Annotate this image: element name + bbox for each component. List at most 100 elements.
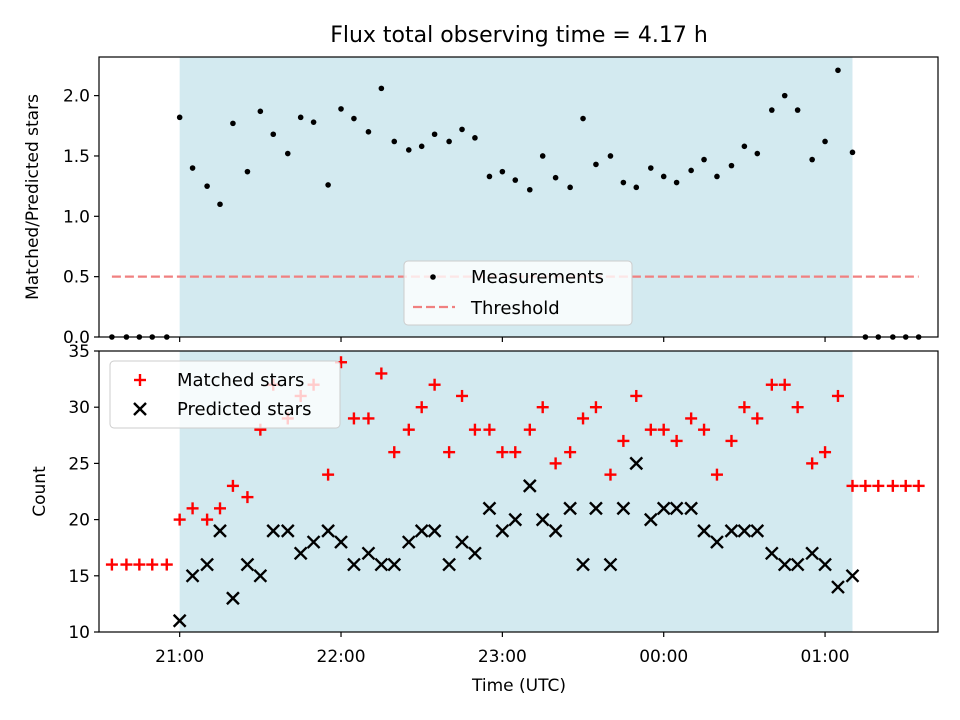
- matched-star-point: [468, 423, 481, 436]
- measurement-point: [781, 92, 788, 99]
- bottom-axes-frame: [98, 350, 939, 633]
- bottom-legend-box: [109, 360, 341, 429]
- matched-star-point: [523, 423, 536, 436]
- top-axes-frame: [98, 56, 939, 338]
- predicted-star-point: [522, 479, 537, 493]
- measurement-point: [176, 114, 183, 121]
- predicted-star-point: [414, 523, 429, 538]
- legend-label-measurements: Measurements: [471, 267, 604, 288]
- matched-star-point: [685, 412, 698, 425]
- matched-star-point: [872, 479, 885, 492]
- measurement-point: [459, 126, 465, 133]
- legend-marker-matched: [134, 374, 146, 386]
- predicted-star-point: [347, 557, 361, 572]
- measurement-point: [754, 150, 761, 157]
- measurement-point: [660, 173, 667, 180]
- top-ytick-label: 2.0: [63, 87, 90, 107]
- legend-marker-predicted: [133, 402, 147, 416]
- matched-star-point: [402, 423, 415, 436]
- predicted-star-point: [603, 557, 618, 572]
- matched-star-point: [173, 513, 186, 526]
- matched-star-point: [751, 412, 764, 425]
- predicted-star-point: [361, 546, 376, 561]
- measurement-point: [728, 162, 735, 169]
- matched-star-point: [428, 378, 441, 391]
- matched-star-point: [644, 423, 657, 436]
- top-legend: Measurements Threshold: [403, 260, 633, 326]
- bottom-ytick-label: 10: [68, 623, 90, 643]
- predicted-star-point: [576, 557, 590, 572]
- matched-star-point: [912, 479, 925, 492]
- measurement-point: [688, 167, 694, 174]
- matched-star-point: [806, 457, 819, 470]
- predicted-star-point: [306, 535, 321, 549]
- bottom-ytick-label: 35: [68, 342, 90, 362]
- predicted-star-point: [684, 501, 698, 516]
- top-ytick-label: 1.5: [63, 147, 90, 167]
- predicted-star-point: [172, 613, 187, 628]
- predicted-star-point: [495, 523, 510, 538]
- measurement-point: [378, 85, 385, 92]
- matched-star-point: [186, 502, 199, 515]
- matched-star-point: [496, 446, 509, 459]
- predicted-star-point: [790, 557, 805, 572]
- chart-title: Flux total observing time = 4.17 h: [330, 23, 708, 48]
- matched-star-point: [456, 389, 469, 402]
- bottom-y-axis-label: Count: [30, 466, 50, 517]
- matched-star-point: [577, 412, 590, 425]
- matched-star-point: [322, 468, 335, 481]
- matched-star-point: [725, 434, 738, 447]
- predicted-star-point: [548, 523, 563, 538]
- predicted-star-point: [240, 557, 255, 572]
- measurement-point: [552, 174, 559, 181]
- top-y-axis-label: Matched/Predicted stars: [23, 94, 43, 300]
- measurement-points: [109, 67, 922, 340]
- predicted-star-point: [468, 546, 482, 561]
- matched-star-point: [105, 558, 118, 571]
- predicted-star-point: [831, 580, 845, 594]
- top-x-ticks: [179, 337, 826, 342]
- matched-star-point: [146, 558, 159, 571]
- top-ytick-label: 0.0: [63, 328, 90, 348]
- matched-star-point: [617, 434, 630, 447]
- matched-star-point: [564, 446, 577, 459]
- predicted-stars-points: [172, 456, 860, 628]
- matched-star-point: [226, 479, 239, 492]
- predicted-star-point: [200, 557, 214, 572]
- measurement-point: [567, 184, 573, 191]
- measurement-point: [526, 186, 533, 193]
- predicted-star-point: [563, 501, 577, 516]
- bottom-y-ticks: 10 15 20 25 30 35: [68, 342, 99, 643]
- bottom-ytick-label: 25: [68, 454, 90, 474]
- matched-star-point: [846, 479, 859, 492]
- measurement-point: [673, 179, 680, 186]
- measurement-point: [835, 67, 841, 74]
- matched-star-point: [589, 401, 602, 414]
- predicted-star-point: [321, 523, 335, 538]
- matched-star-point: [388, 446, 401, 459]
- predicted-star-point: [266, 523, 281, 538]
- measurement-point: [257, 108, 264, 115]
- predicted-star-point: [710, 535, 724, 549]
- predicted-star-point: [845, 568, 860, 583]
- measurement-point: [714, 173, 720, 180]
- measurement-point: [204, 183, 210, 189]
- bottom-xtick-label: 22:00: [317, 647, 366, 667]
- predicted-star-point: [482, 501, 497, 516]
- measurement-point: [486, 173, 493, 180]
- matched-star-point: [536, 401, 549, 414]
- matched-star-point: [214, 502, 227, 515]
- top-y-ticks: 0.0 0.5 1.0 1.5 2.0: [63, 87, 99, 348]
- measurement-point: [297, 114, 304, 121]
- bottom-ytick-label: 30: [68, 398, 90, 418]
- matched-star-point: [604, 468, 617, 481]
- measurement-point: [633, 184, 640, 191]
- matched-star-point: [710, 468, 723, 481]
- matched-star-point: [899, 479, 912, 492]
- predicted-star-point: [777, 557, 792, 572]
- matched-star-point: [859, 479, 872, 492]
- matched-star-point: [201, 513, 214, 526]
- predicted-star-point: [724, 523, 739, 538]
- measurement-point: [284, 150, 291, 157]
- matched-star-point: [765, 378, 778, 391]
